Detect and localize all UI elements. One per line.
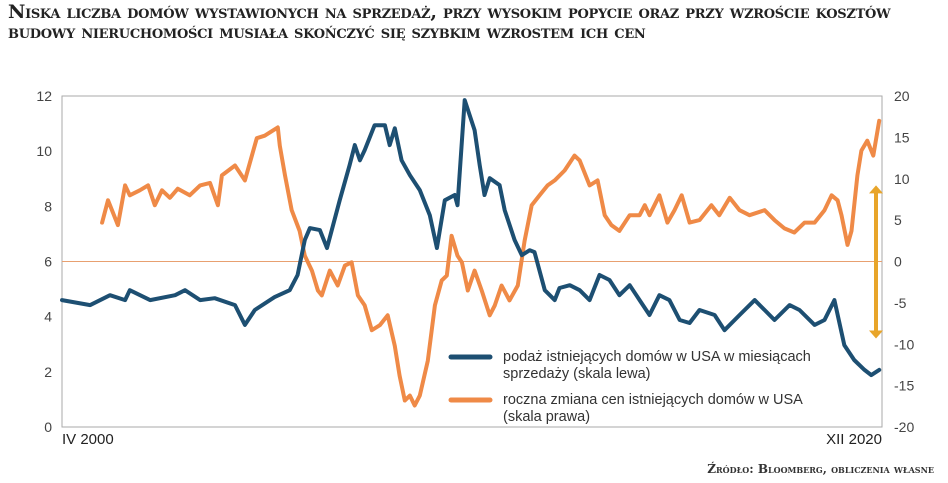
legend-label-price-2: (skala prawa)	[503, 409, 590, 425]
left-tick-label: 10	[36, 143, 52, 159]
left-tick-label: 2	[44, 364, 52, 380]
arrow-head-down-icon	[869, 330, 883, 339]
series-line-price	[100, 118, 882, 408]
right-tick-label: -5	[894, 295, 907, 311]
left-tick-label: 6	[44, 254, 52, 270]
x-label-end: XII 2020	[826, 431, 882, 448]
series-line-supply	[60, 98, 882, 378]
legend: podaż istniejących domów w USA w miesiąc…	[448, 349, 811, 425]
right-tick-label: 0	[894, 254, 902, 270]
right-tick-label: -10	[894, 336, 914, 352]
series-lines	[60, 98, 882, 408]
x-label-start: IV 2000	[62, 431, 114, 448]
left-tick-label: 0	[44, 419, 52, 435]
left-tick-label: 12	[36, 88, 52, 104]
right-tick-label: 10	[894, 171, 910, 187]
right-tick-label: -15	[894, 378, 914, 394]
source-note: Źródło: Bloomberg, obliczenia własne	[707, 462, 934, 476]
right-tick-label: 5	[894, 212, 902, 228]
left-tick-label: 8	[44, 198, 52, 214]
right-axis-ticks: -20 -15 -10 -5 0 5 10 15 20	[894, 88, 914, 435]
chart-title: Niska liczba domów wystawionych na sprze…	[8, 1, 891, 43]
right-tick-label: -20	[894, 419, 914, 435]
legend-label-price-1: roczna zmiana cen istniejących domów w U…	[503, 392, 803, 408]
legend-label-supply-2: sprzedaży (skala lewa)	[503, 366, 650, 382]
arrow-head-up-icon	[869, 185, 883, 194]
left-tick-label: 4	[44, 309, 52, 325]
right-tick-label: 20	[894, 88, 910, 104]
range-arrow	[869, 185, 883, 339]
legend-label-supply-1: podaż istniejących domów w USA w miesiąc…	[503, 349, 811, 365]
right-tick-label: 15	[894, 129, 910, 145]
left-axis-ticks: 0 2 4 6 8 10 12	[36, 88, 52, 435]
